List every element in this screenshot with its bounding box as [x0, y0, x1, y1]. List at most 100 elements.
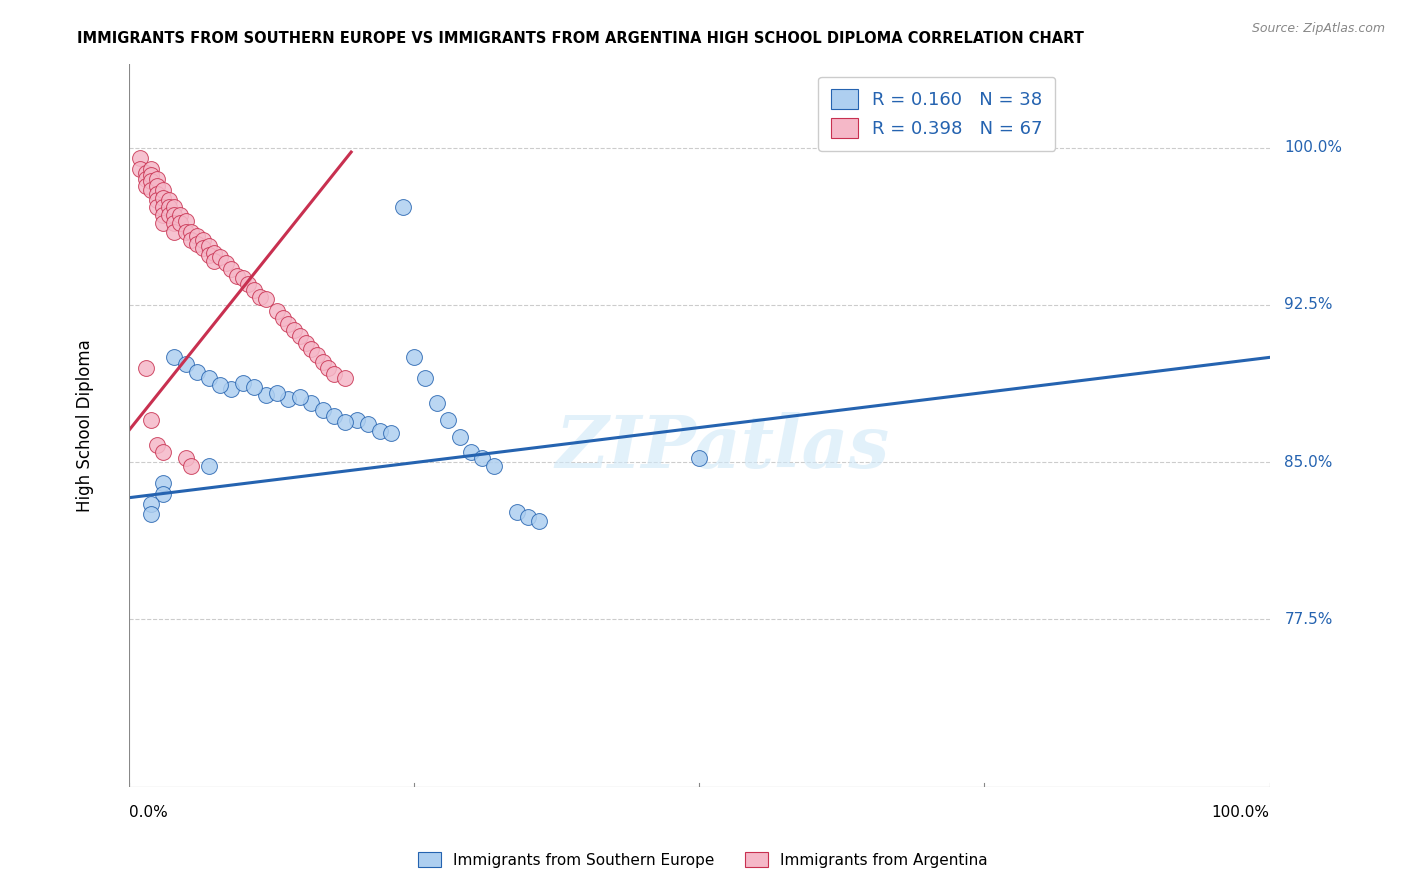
Point	[146, 438, 169, 452]
Point	[402, 351, 425, 365]
Point	[186, 365, 208, 379]
Point	[460, 444, 482, 458]
Point	[174, 225, 197, 239]
Point	[277, 317, 299, 331]
Point	[391, 200, 413, 214]
Point	[152, 444, 174, 458]
Point	[214, 256, 236, 270]
Point	[152, 486, 174, 500]
Point	[243, 283, 266, 297]
Point	[174, 450, 197, 465]
Point	[180, 459, 202, 474]
Point	[202, 254, 225, 268]
Point	[288, 390, 311, 404]
Text: 100.0%: 100.0%	[1285, 140, 1343, 155]
Point	[318, 360, 340, 375]
Point	[305, 348, 328, 362]
Point	[426, 396, 449, 410]
Point	[146, 186, 169, 201]
Point	[141, 174, 163, 188]
Point	[249, 290, 271, 304]
Point	[529, 514, 551, 528]
Point	[471, 450, 494, 465]
Point	[311, 402, 333, 417]
Point	[157, 200, 180, 214]
Point	[141, 161, 163, 176]
Point	[186, 228, 208, 243]
Point	[266, 386, 288, 401]
Point	[152, 216, 174, 230]
Text: Source: ZipAtlas.com: Source: ZipAtlas.com	[1251, 22, 1385, 36]
Point	[271, 310, 294, 325]
Point	[449, 430, 471, 444]
Point	[157, 208, 180, 222]
Point	[197, 371, 219, 385]
Point	[157, 193, 180, 207]
Point	[208, 377, 231, 392]
Point	[505, 505, 527, 519]
Point	[254, 292, 277, 306]
Point	[174, 357, 197, 371]
Point	[191, 242, 214, 256]
Point	[186, 237, 208, 252]
Point	[415, 371, 437, 385]
Point	[135, 360, 157, 375]
Point	[335, 371, 357, 385]
Point	[335, 415, 357, 429]
Legend: R = 0.160   N = 38, R = 0.398   N = 67: R = 0.160 N = 38, R = 0.398 N = 67	[818, 77, 1056, 151]
Point	[254, 388, 277, 402]
Point	[232, 270, 254, 285]
Point	[163, 200, 186, 214]
Point	[346, 413, 368, 427]
Point	[152, 191, 174, 205]
Point	[226, 268, 249, 283]
Point	[152, 200, 174, 214]
Point	[380, 425, 402, 440]
Point	[517, 509, 540, 524]
Point	[135, 166, 157, 180]
Text: ZIPatlas: ZIPatlas	[555, 411, 889, 483]
Point	[180, 233, 202, 247]
Point	[197, 239, 219, 253]
Text: 92.5%: 92.5%	[1285, 298, 1333, 312]
Point	[221, 262, 243, 277]
Point	[141, 168, 163, 182]
Point	[129, 161, 152, 176]
Point	[135, 172, 157, 186]
Point	[283, 323, 305, 337]
Point	[152, 476, 174, 491]
Point	[163, 208, 186, 222]
Point	[277, 392, 299, 407]
Point	[437, 413, 460, 427]
Point	[232, 376, 254, 390]
Point	[163, 351, 186, 365]
Point	[202, 245, 225, 260]
Point	[135, 178, 157, 193]
Point	[299, 396, 322, 410]
Legend: Immigrants from Southern Europe, Immigrants from Argentina: Immigrants from Southern Europe, Immigra…	[412, 846, 994, 873]
Text: 77.5%: 77.5%	[1285, 612, 1333, 627]
Text: 100.0%: 100.0%	[1212, 805, 1270, 820]
Point	[368, 424, 391, 438]
Point	[482, 459, 505, 474]
Point	[323, 367, 346, 381]
Point	[311, 354, 333, 368]
Point	[141, 413, 163, 427]
Point	[243, 380, 266, 394]
Point	[357, 417, 380, 432]
Point	[141, 497, 163, 511]
Point	[141, 508, 163, 522]
Point	[288, 329, 311, 343]
Point	[323, 409, 346, 423]
Point	[174, 214, 197, 228]
Point	[221, 382, 243, 396]
Text: 0.0%: 0.0%	[129, 805, 167, 820]
Point	[266, 304, 288, 318]
Point	[197, 459, 219, 474]
Text: 85.0%: 85.0%	[1285, 455, 1333, 469]
Text: IMMIGRANTS FROM SOUTHERN EUROPE VS IMMIGRANTS FROM ARGENTINA HIGH SCHOOL DIPLOMA: IMMIGRANTS FROM SOUTHERN EUROPE VS IMMIG…	[77, 31, 1084, 46]
Point	[208, 250, 231, 264]
Point	[163, 225, 186, 239]
Point	[146, 178, 169, 193]
Point	[238, 277, 260, 291]
